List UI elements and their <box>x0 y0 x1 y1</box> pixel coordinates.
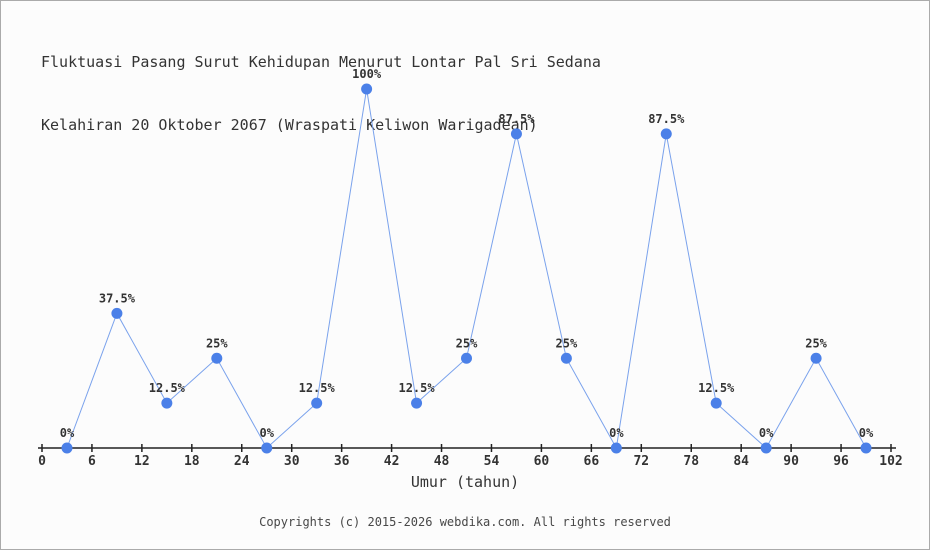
data-point-marker <box>261 442 273 454</box>
data-point-marker <box>211 352 223 364</box>
x-axis-tick-label: 72 <box>633 454 649 469</box>
data-point-label: 0% <box>759 426 774 440</box>
life-fluctuation-line <box>66 88 867 450</box>
x-axis-tick-label: 54 <box>484 454 500 469</box>
data-point-marker <box>860 442 872 454</box>
data-point-marker <box>461 352 472 364</box>
x-axis-tick-label: 60 <box>534 454 550 469</box>
data-point-label: 12.5% <box>698 381 735 395</box>
x-axis-tick-label: 0 <box>38 454 46 469</box>
x-axis-tick-label: 78 <box>683 454 699 469</box>
x-axis-tick-label: 66 <box>584 454 600 469</box>
chart-title-line1: Fluktuasi Pasang Surut Kehidupan Menurut… <box>41 53 601 71</box>
data-point-label: 87.5% <box>648 112 685 126</box>
data-point-marker <box>361 83 373 95</box>
data-point-label: 25% <box>805 336 827 350</box>
data-point-label: 25% <box>556 336 578 350</box>
data-point-label: 0% <box>609 426 624 440</box>
data-point-label: 12.5% <box>149 381 186 395</box>
data-point-marker <box>810 352 822 364</box>
chart-title-line2: Kelahiran 20 Oktober 2067 (Wraspati Keli… <box>41 116 538 134</box>
data-point-label: 25% <box>456 336 478 350</box>
data-point-label: 12.5% <box>299 381 336 395</box>
data-point-label: 87.5% <box>498 112 535 126</box>
data-point-label: 25% <box>206 336 228 350</box>
x-axis-tick-label: 96 <box>833 454 849 469</box>
data-point-label: 12.5% <box>398 381 435 395</box>
x-axis-tick-label: 48 <box>434 454 450 469</box>
data-point-marker <box>161 397 173 409</box>
x-axis-tick-label: 30 <box>284 454 300 469</box>
x-axis-tick-label: 90 <box>783 454 799 469</box>
data-point-label: 100% <box>352 67 382 81</box>
data-point-marker <box>610 442 622 454</box>
x-axis-tick-label: 84 <box>733 454 749 469</box>
x-axis-tick-label: 18 <box>184 454 200 469</box>
data-point-marker <box>710 397 722 409</box>
data-point-marker <box>560 352 572 364</box>
x-axis-tick-label: 6 <box>88 454 96 469</box>
data-point-marker <box>660 128 672 140</box>
x-axis-tick-label: 42 <box>384 454 400 469</box>
data-point-marker <box>411 397 423 409</box>
data-point-marker <box>311 397 323 409</box>
x-axis-tick-label: 12 <box>134 454 150 469</box>
x-axis-label: Umur (tahun) <box>410 473 520 491</box>
data-point-label: 0% <box>60 426 75 440</box>
x-axis-tick-label: 24 <box>234 454 250 469</box>
data-point-label: 0% <box>260 426 275 440</box>
data-point-label: 37.5% <box>99 291 136 305</box>
chart-title: Fluktuasi Pasang Surut Kehidupan Menurut… <box>41 10 601 178</box>
data-point-marker <box>760 442 772 454</box>
data-point-marker <box>510 128 522 140</box>
data-point-marker <box>111 307 123 319</box>
data-point-label: 0% <box>859 426 874 440</box>
copyright-footer: Copyrights (c) 2015-2026 webdika.com. Al… <box>259 515 671 529</box>
data-point-marker <box>61 442 73 454</box>
x-axis-tick-label: 102 <box>879 454 902 469</box>
x-axis-tick-label: 36 <box>334 454 350 469</box>
